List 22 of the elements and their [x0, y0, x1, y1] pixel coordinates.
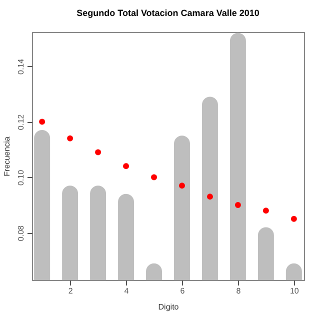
chart-title: Segundo Total Votacion Camara Valle 2010: [76, 8, 260, 18]
y-tick-label: 0.08: [16, 224, 26, 242]
y-tick-label: 0.12: [16, 114, 26, 130]
point: [262, 208, 269, 214]
x-tick-label: 2: [68, 286, 74, 296]
x-tick-label: 6: [180, 286, 186, 296]
y-tick-label: 0.10: [16, 169, 26, 186]
point: [123, 163, 130, 170]
x-tick-label: 8: [236, 286, 242, 296]
y-axis-title: Frecuencia: [2, 136, 12, 176]
point: [178, 182, 185, 189]
y-tick-label: 0.14: [16, 58, 26, 74]
point: [206, 194, 213, 200]
point: [290, 216, 297, 222]
x-tick-label: 4: [124, 286, 130, 296]
point: [39, 118, 46, 125]
point: [151, 174, 158, 180]
point: [234, 202, 241, 208]
x-tick-label: 10: [290, 286, 300, 296]
x-axis-title: Digito: [158, 302, 180, 312]
point: [95, 149, 102, 156]
point: [67, 135, 74, 142]
